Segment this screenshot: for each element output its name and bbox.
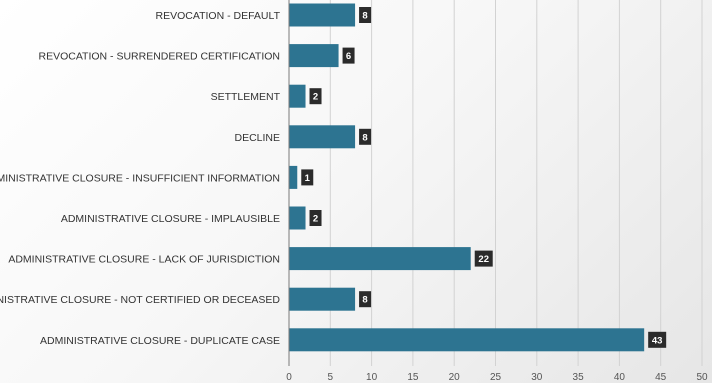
data-label: 8: [362, 132, 367, 143]
data-label-box: [309, 210, 322, 226]
data-label-box: [342, 47, 355, 64]
bar: [289, 84, 306, 108]
data-label-box: [301, 169, 314, 186]
category-label: ADMINISTRATIVE CLOSURE - NOT CERTIFIED O…: [0, 294, 280, 306]
data-label: 8: [362, 295, 367, 306]
bar: [289, 3, 356, 27]
x-tick-label: 0: [286, 372, 292, 383]
data-label: 6: [346, 51, 351, 62]
data-label: 1: [305, 173, 311, 184]
x-tick-label: 40: [614, 372, 626, 383]
category-label: DECLINE: [234, 132, 280, 144]
data-label-box: [359, 291, 372, 308]
x-tick-label: 15: [407, 372, 419, 383]
data-label: 2: [313, 214, 318, 225]
x-tick-label: 45: [655, 372, 667, 383]
bar: [289, 328, 645, 352]
category-label: ADMINISTRATIVE CLOSURE - IMPLAUSIBLE: [61, 213, 280, 225]
x-tick-label: 20: [449, 372, 461, 383]
category-label: REVOCATION - DEFAULT: [156, 10, 281, 22]
category-labels: REVOCATION - DEFAULT REVOCATION - SURREND…: [0, 10, 281, 347]
data-label-box: [474, 250, 493, 267]
bar: [289, 287, 356, 311]
data-label-box: [309, 88, 322, 105]
bar: [289, 206, 306, 230]
data-label: 2: [313, 92, 318, 103]
data-label-box: [359, 7, 372, 23]
bar: [289, 165, 298, 189]
x-tick-label: 10: [366, 372, 378, 383]
data-label-box: [359, 128, 372, 145]
category-label: ADMINISTRATIVE CLOSURE - INSUFFICIENT IN…: [0, 172, 280, 184]
category-label: ADMINISTRATIVE CLOSURE - DUPLICATE CASE: [40, 335, 280, 347]
category-label: SETTLEMENT: [211, 91, 281, 103]
data-label: 22: [478, 254, 489, 265]
x-tick-label: 25: [490, 372, 502, 383]
x-axis-ticks: 0 5 10 15 20 25 30 35 40 45 50: [286, 372, 708, 383]
bar: [289, 247, 471, 271]
category-label: ADMINISTRATIVE CLOSURE - LACK OF JURISDI…: [8, 254, 280, 266]
x-tick-label: 30: [531, 372, 543, 383]
bar: [289, 125, 356, 149]
x-tick-label: 5: [328, 372, 334, 383]
x-tick-label: 50: [696, 372, 708, 383]
data-label-box: [648, 331, 667, 348]
data-label: 8: [362, 11, 367, 22]
x-tick-label: 35: [573, 372, 585, 383]
bar: [289, 44, 339, 68]
data-label: 43: [652, 335, 663, 346]
category-label: REVOCATION - SURRENDERED CERTIFICATION: [38, 51, 280, 63]
